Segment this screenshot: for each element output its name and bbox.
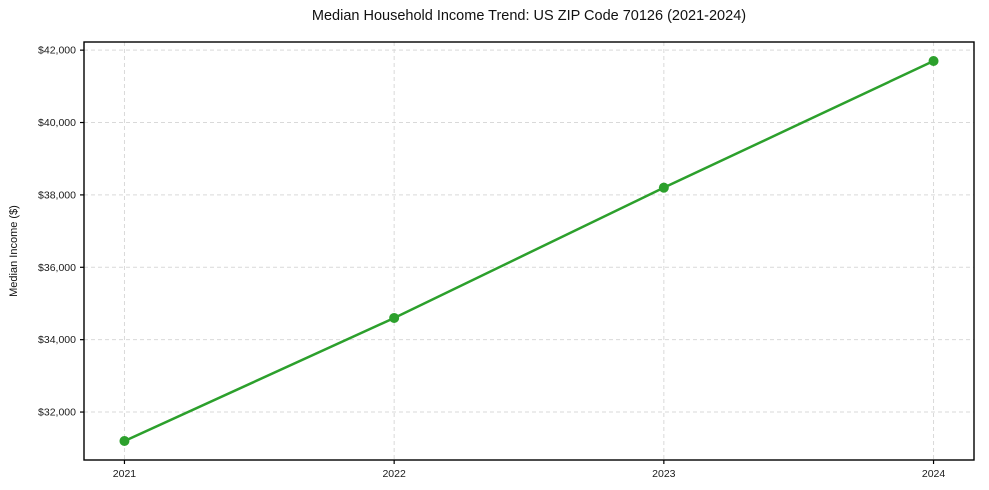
y-tick-label: $38,000 bbox=[38, 189, 76, 201]
data-line bbox=[123, 59, 935, 443]
y-tick-label: $40,000 bbox=[38, 117, 76, 129]
y-tick-label: $32,000 bbox=[38, 407, 76, 419]
data-point bbox=[119, 436, 130, 446]
y-tick-label: $36,000 bbox=[38, 262, 76, 274]
plot-border bbox=[83, 41, 975, 461]
x-tick-label: 2023 bbox=[652, 468, 676, 480]
data-point bbox=[389, 312, 400, 323]
chart-title: Median Household Income Trend: US ZIP Co… bbox=[311, 8, 747, 24]
y-tick-label: $34,000 bbox=[38, 334, 76, 346]
x-tick-label: 2022 bbox=[382, 468, 406, 480]
y-tick-label: $42,000 bbox=[38, 45, 76, 57]
x-tick-label: 2024 bbox=[922, 468, 946, 480]
data-point bbox=[658, 182, 669, 193]
x-tick-label: 2021 bbox=[113, 468, 137, 480]
data-point bbox=[928, 56, 939, 66]
